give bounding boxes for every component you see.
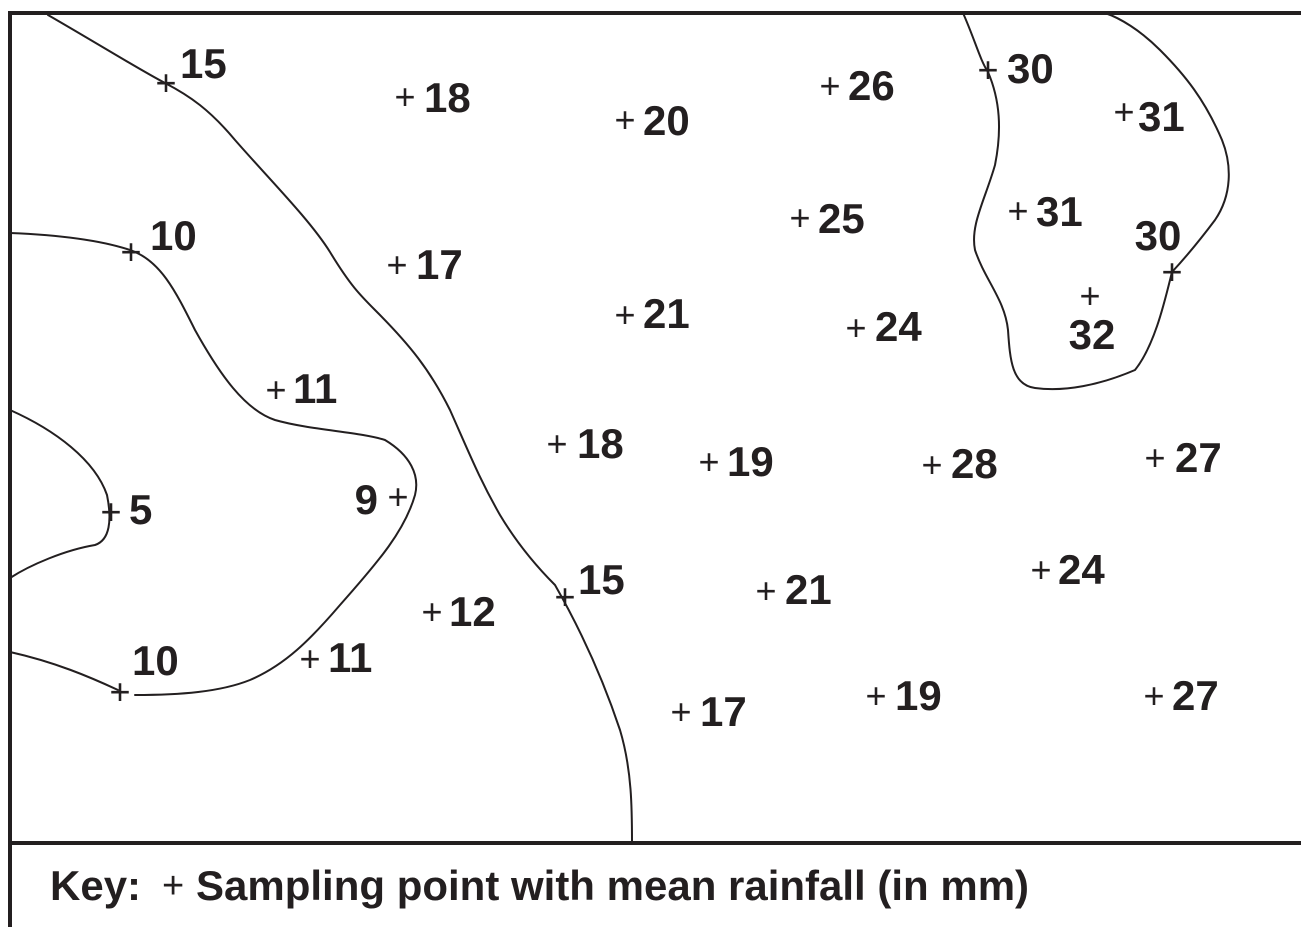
isoline-30-outer <box>1104 12 1230 273</box>
sampling-point-marker: + <box>819 65 840 106</box>
sampling-point-marker: + <box>1161 251 1182 292</box>
sampling-point-value: 31 <box>1138 93 1185 140</box>
sampling-point-marker: + <box>394 76 415 117</box>
sampling-point-value: 32 <box>1069 311 1116 358</box>
isoline-15 <box>47 14 633 844</box>
sampling-point-marker: + <box>421 591 442 632</box>
sampling-point-marker: + <box>670 691 691 732</box>
sampling-point-value: 21 <box>785 566 832 613</box>
sampling-point-value: 31 <box>1036 188 1083 235</box>
isoline-5 <box>9 409 111 579</box>
sampling-point-value: 17 <box>416 241 463 288</box>
sampling-point-marker: + <box>614 99 635 140</box>
sampling-point-marker: + <box>546 423 567 464</box>
sampling-point-marker: + <box>755 570 776 611</box>
sampling-point-value: 25 <box>818 195 865 242</box>
sampling-point-marker: + <box>921 444 942 485</box>
sampling-point-value: 19 <box>727 438 774 485</box>
isoline-10-lower <box>9 651 119 691</box>
sampling-point-value: 10 <box>150 212 197 259</box>
sampling-point-marker: + <box>100 491 121 532</box>
sampling-point-marker: + <box>1113 91 1134 132</box>
sampling-point-value: 30 <box>1007 45 1054 92</box>
sampling-point-marker: + <box>789 197 810 238</box>
sampling-point-marker: + <box>1144 437 1165 478</box>
sampling-point-value: 26 <box>848 62 895 109</box>
sampling-point-marker: + <box>554 576 575 617</box>
sampling-point-value: 20 <box>643 97 690 144</box>
sampling-point-value: 12 <box>449 588 496 635</box>
sampling-point-marker: + <box>299 638 320 679</box>
sampling-point-value: 11 <box>293 365 337 412</box>
sampling-point-value: 18 <box>424 74 471 121</box>
sampling-point-value: 10 <box>132 637 179 684</box>
sampling-point-marker: + <box>120 231 141 272</box>
isoline-10-upper <box>9 232 418 696</box>
sampling-point-value: 21 <box>643 290 690 337</box>
sampling-point-value: 28 <box>951 440 998 487</box>
sampling-point-marker: + <box>155 62 176 103</box>
map-key: Key: + Sampling point with mean rainfall… <box>50 862 1029 909</box>
sampling-point-marker: + <box>1007 190 1028 231</box>
sampling-point-marker: + <box>386 244 407 285</box>
sampling-point-marker: + <box>387 476 408 517</box>
sampling-point-marker: + <box>865 675 886 716</box>
sampling-point-value: 17 <box>700 688 747 735</box>
sampling-point-value: 15 <box>180 40 227 87</box>
sampling-point-marker: + <box>614 294 635 335</box>
sampling-point-value: 5 <box>129 486 152 533</box>
sampling-point-value: 30 <box>1135 212 1182 259</box>
sampling-point-marker: + <box>109 671 130 712</box>
sampling-point-marker: + <box>265 369 286 410</box>
sampling-point-marker: + <box>1030 549 1051 590</box>
sampling-point-value: 24 <box>875 303 922 350</box>
sampling-point-marker: + <box>698 441 719 482</box>
sampling-point-marker: + <box>1079 275 1100 316</box>
sampling-point-value: 27 <box>1175 434 1222 481</box>
sampling-point-marker: + <box>1143 675 1164 716</box>
sampling-point-value: 9 <box>355 476 378 523</box>
isolines <box>9 12 1230 844</box>
sampling-points: +15+ 18 +20+ 26 +30+ 31+ 25 +31+30+ 10+ 17+ 21 +24+… <box>100 40 1221 735</box>
sampling-point-value: 27 <box>1172 672 1219 719</box>
isoline-30-inner <box>962 12 1173 391</box>
map-frame <box>8 11 1301 927</box>
sampling-point-value: 24 <box>1058 546 1105 593</box>
sampling-point-value: 18 <box>577 420 624 467</box>
sampling-point-marker: + <box>977 49 998 90</box>
sampling-point-value: 11 <box>328 634 372 681</box>
sampling-point-value: 19 <box>895 672 942 719</box>
sampling-point-marker: + <box>845 307 866 348</box>
key-label: Key: <box>50 862 141 909</box>
key-description: Sampling point with mean rainfall (in mm… <box>196 862 1029 909</box>
plus-icon: + <box>162 865 184 907</box>
sampling-point-value: 15 <box>578 556 625 603</box>
